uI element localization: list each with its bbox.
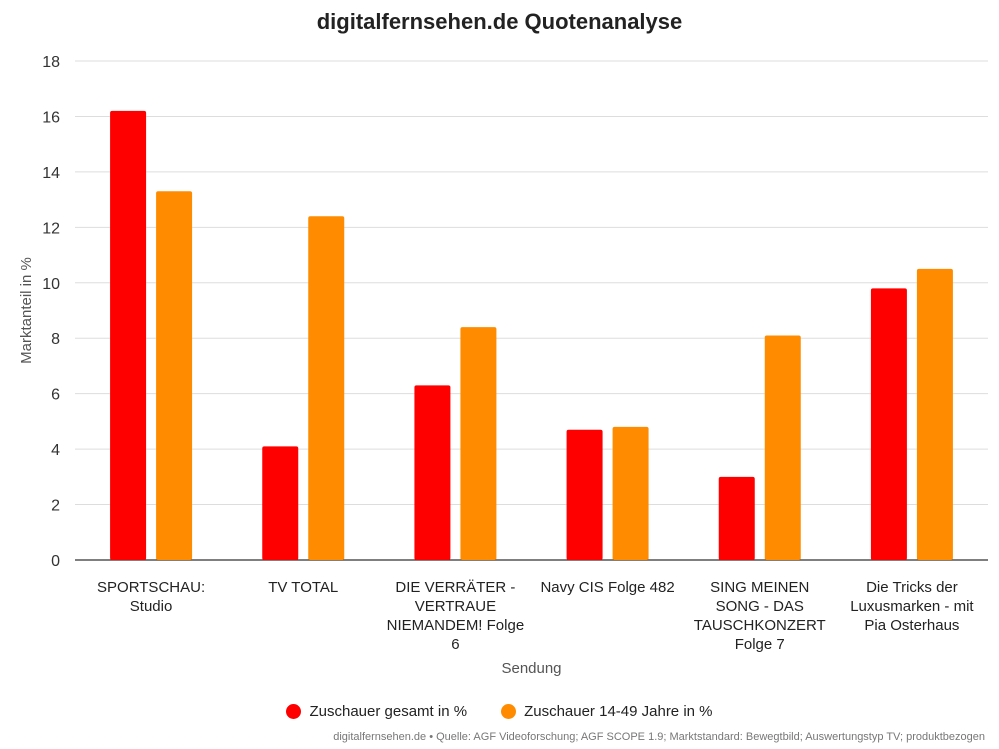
x-tick-label-line: Navy CIS Folge 482 [540,579,674,596]
y-tick-label: 6 [51,387,60,404]
bar-zuschauer-14-49 [916,268,953,560]
source-note: digitalfernsehen.de • Quelle: AGF Videof… [333,731,985,743]
bar-zuschauer-14-49 [308,216,345,560]
legend-swatch-gesamt [286,704,302,719]
legend-item-14-49[interactable]: Zuschauer 14-49 Jahre in % [501,703,713,720]
y-tick-label: 4 [51,442,60,459]
y-tick-label: 8 [51,331,60,348]
x-tick-label-line: SPORTSCHAU: [97,579,205,596]
y-tick-label: 2 [51,498,60,515]
bar-zuschauer-gesamt [566,429,603,560]
x-tick-label-line: NIEMANDEM! Folge [387,617,525,634]
x-tick-label-line: SONG - DAS [716,598,804,615]
x-tick-label: DIE VERRÄTER - VERTRAUE NIEMANDEM! Folge 6 [387,579,525,653]
bar-zuschauer-14-49 [612,426,649,560]
x-tick-label-line: DIE VERRÄTER - [395,579,515,596]
legend-label-gesamt: Zuschauer gesamt in % [309,703,468,720]
x-tick-label-line: Luxusmarken - mit [850,598,974,615]
x-tick-label-line: Folge 7 [735,636,785,653]
x-tick-label-line: Studio [130,598,173,615]
bar-zuschauer-gesamt [262,446,299,560]
y-axis-title: Marktanteil in % [18,257,35,364]
x-tick-label-line: SING MEINEN [710,579,809,596]
chart-title: digitalfernsehen.de Quotenanalyse [316,9,683,34]
bar-zuschauer-gesamt [718,476,755,560]
bar-zuschauer-14-49 [764,335,801,560]
x-tick-label: Navy CIS Folge 482 [540,579,674,596]
x-tick-label-line: Die Tricks der [866,579,958,596]
chart-legend: Zuschauer gesamt in % Zuschauer 14-49 Ja… [0,703,999,720]
bar-zuschauer-gesamt [110,110,147,561]
bar-zuschauer-14-49 [156,191,193,561]
x-tick-label: TV TOTAL [268,579,338,596]
x-tick-label-line: VERTRAUE [415,598,496,615]
y-tick-label: 12 [42,220,60,237]
x-tick-label: SPORTSCHAU: Studio [97,579,205,615]
x-tick-label-line: Pia Osterhaus [864,617,959,634]
y-tick-label: 18 [42,54,60,71]
x-tick-label-line: TV TOTAL [268,579,338,596]
legend-label-14-49: Zuschauer 14-49 Jahre in % [524,703,713,720]
legend-item-gesamt[interactable]: Zuschauer gesamt in % [286,703,467,720]
legend-swatch-14-49 [501,704,517,719]
x-tick-label-line: 6 [451,636,459,653]
x-axis-title: Sendung [501,660,561,677]
y-tick-label: 0 [51,553,60,570]
bar-zuschauer-gesamt [870,288,907,560]
bar-zuschauer-14-49 [460,327,497,560]
y-tick-label: 10 [42,276,60,293]
x-tick-label-line: TAUSCHKONZERT [694,617,826,634]
y-tick-label: 14 [42,165,60,182]
bar-zuschauer-gesamt [414,385,451,560]
y-tick-label: 16 [42,109,60,126]
x-tick-label: SING MEINEN SONG - DAS TAUSCHKONZERT Folge … [694,579,826,653]
x-tick-label: Die Tricks der Luxusmarken - mit Pia Oster… [850,579,974,634]
